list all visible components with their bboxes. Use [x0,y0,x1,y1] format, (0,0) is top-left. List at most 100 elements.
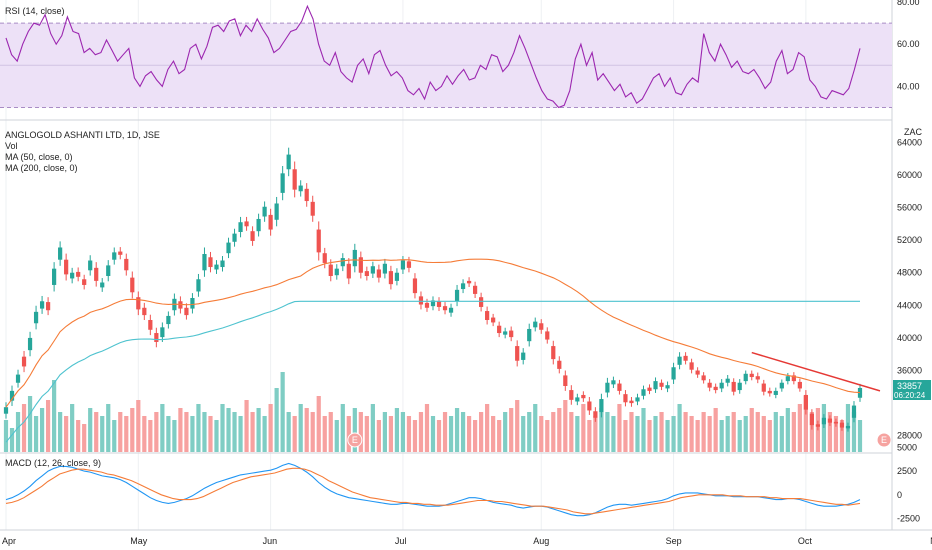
macd-tick-label: -2500 [897,514,920,524]
volume-bar [27,396,33,452]
candle-body [94,267,99,281]
volume-bar [442,412,448,452]
rsi-panel: RSI (14, close) [0,4,892,109]
candle-body [430,300,436,307]
candle-body [797,381,802,389]
volume-bar [286,412,291,452]
volume-bar [479,412,484,452]
candle-body [268,214,273,230]
volume-bar [376,420,381,452]
volume-bar [190,416,195,452]
volume-bar [352,408,357,452]
symbol-title[interactable]: ANGLOGOLD ASHANTI LTD, 1D, JSE [5,130,160,140]
candle-body [629,400,634,404]
volume-bar [9,428,15,452]
candle-body [665,385,670,389]
candle-body [713,386,718,391]
volume-bar [382,412,387,452]
candle-body [833,421,839,424]
volume-bar [839,420,845,452]
candle-body [743,373,748,382]
price-tick-label: 64000 [897,137,922,147]
candle-body [497,325,502,334]
volume-bar [184,412,189,452]
volume-bar [160,404,165,452]
ma50-legend[interactable]: MA (50, close, 0) [5,152,73,162]
rsi-legend[interactable]: RSI (14, close) [5,6,65,16]
volume-bar [64,416,69,452]
volume-bar [346,416,351,452]
volume-bar [665,420,670,452]
earnings-label: E [352,435,358,445]
volume-bar [82,424,87,452]
candle-body [256,218,261,232]
candle-body [635,397,640,402]
volume-bar [701,412,706,452]
candle-body [533,321,538,328]
candle-body [100,282,105,288]
volume-bar [394,408,400,452]
volume-bar [148,420,153,452]
candle-body [587,401,592,411]
last-price: 33857 [897,381,922,391]
volume-bar [3,420,9,452]
macd-series-line [5,467,861,515]
volume-bar [466,416,472,452]
candle-body [611,380,616,385]
candle-body [671,367,676,380]
candle-body [737,382,742,391]
candle-body [70,272,75,279]
rsi-tick-label: 60.00 [897,39,920,49]
volume-bar [292,416,297,452]
volume-bar [491,416,496,452]
earnings-label: E [881,435,887,445]
candle-body [394,272,400,281]
volume-bar [15,412,21,452]
volume-bars [3,372,863,452]
candle-body [593,411,598,418]
macd-legend[interactable]: MACD (12, 26, close, 9) [5,458,101,468]
trendline[interactable] [751,351,881,392]
volume-bar [635,416,640,452]
price-axis[interactable]: 80.00 60.00 40.00 64000 60000 56000 52000 48000… [897,0,922,524]
candle-body [274,203,279,220]
candle-body [160,327,165,338]
volume-bar [659,412,664,452]
volume-bar [370,404,375,452]
volume-bar [521,416,526,452]
candle-body [575,397,580,402]
volume-bar [196,404,201,452]
rsi-bands [0,22,892,108]
candle-body [9,390,15,401]
volume-bar [653,416,658,452]
volume-bar [112,420,117,452]
price-tick-label: 52000 [897,235,922,245]
candle-body [154,333,159,342]
volume-bar [178,408,183,452]
volume-bar [172,420,177,452]
volume-bar [797,404,802,452]
volume-bar [617,404,622,452]
volume-bar [154,412,159,452]
vol-legend[interactable]: Vol [5,141,18,151]
candle-body [412,278,418,294]
candle-body [677,356,682,365]
ma200-legend[interactable]: MA (200, close, 0) [5,163,78,173]
candle-body [64,259,69,275]
volume-bar [232,412,237,452]
volume-bar [833,416,839,452]
month-tick-label: Apr [2,536,16,546]
candle-body [442,306,448,311]
candle-body [527,328,532,342]
candle-body [725,378,730,383]
time-axis[interactable]: AprMayJunJulAugSepOctNovDec2021FebMar [2,536,932,546]
volume-bar [551,412,556,452]
volume-bar [485,404,490,452]
candle-body [88,260,93,271]
volume-bar [256,408,261,452]
volume-bar [581,404,586,452]
volume-bar [118,412,123,452]
macd-tick-label: 0 [897,490,902,500]
